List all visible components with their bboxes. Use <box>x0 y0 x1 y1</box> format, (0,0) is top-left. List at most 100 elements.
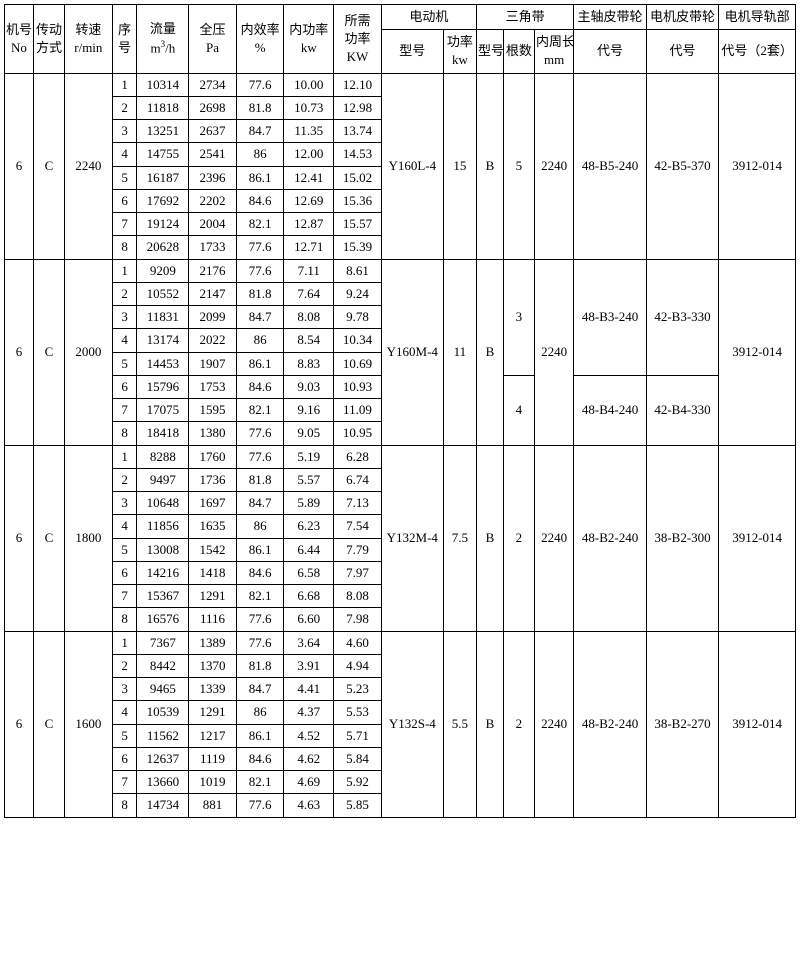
cell: 9465 <box>137 678 189 701</box>
cell: 8.61 <box>334 259 382 282</box>
cell: 15.57 <box>334 213 382 236</box>
cell: 2637 <box>189 120 237 143</box>
cell: 11 <box>443 259 476 445</box>
cell: 9.78 <box>334 306 382 329</box>
cell: 1119 <box>189 747 237 770</box>
cell: 48-B2-240 <box>574 445 646 631</box>
cell: 2 <box>112 282 137 305</box>
table-row: 6C2240110314273477.610.0012.10Y160L-415B… <box>5 73 796 96</box>
cell: 6.23 <box>284 515 334 538</box>
cell: 10648 <box>137 492 189 515</box>
cell: C <box>33 259 64 445</box>
cell: 12.00 <box>284 143 334 166</box>
cell: 15.02 <box>334 166 382 189</box>
cell: 13251 <box>137 120 189 143</box>
cell: 15.36 <box>334 189 382 212</box>
cell: 10539 <box>137 701 189 724</box>
cell: 84.7 <box>236 678 284 701</box>
cell: B <box>477 445 504 631</box>
cell: 84.7 <box>236 306 284 329</box>
cell: 7.97 <box>334 561 382 584</box>
cell: 12.98 <box>334 96 382 119</box>
cell: 16576 <box>137 608 189 631</box>
cell: 8.08 <box>284 306 334 329</box>
cell: 81.8 <box>236 654 284 677</box>
cell: 6.74 <box>334 468 382 491</box>
cell: 12.69 <box>284 189 334 212</box>
cell: 12.10 <box>334 73 382 96</box>
cell: 4.62 <box>284 747 334 770</box>
cell: 15 <box>443 73 476 259</box>
cell: 2 <box>503 631 534 817</box>
cell: 14216 <box>137 561 189 584</box>
cell: 86 <box>236 701 284 724</box>
cell: B <box>477 259 504 445</box>
cell: 10.93 <box>334 375 382 398</box>
cell: 5.53 <box>334 701 382 724</box>
cell: 8 <box>112 236 137 259</box>
cell: 15367 <box>137 585 189 608</box>
cell: 4 <box>112 701 137 724</box>
cell: 48-B4-240 <box>574 375 646 445</box>
cell: 12.71 <box>284 236 334 259</box>
cell: 77.6 <box>236 259 284 282</box>
cell: 5.71 <box>334 724 382 747</box>
cell: 3912-014 <box>719 259 796 445</box>
cell: B <box>477 631 504 817</box>
cell: 1291 <box>189 701 237 724</box>
cell: 6.28 <box>334 445 382 468</box>
cell: 9.05 <box>284 422 334 445</box>
cell: 2240 <box>534 73 573 259</box>
cell: 7 <box>112 213 137 236</box>
cell: 84.6 <box>236 375 284 398</box>
cell: 5 <box>112 352 137 375</box>
cell: 2147 <box>189 282 237 305</box>
cell: 84.6 <box>236 561 284 584</box>
cell: 5 <box>112 538 137 561</box>
cell: 14755 <box>137 143 189 166</box>
cell: 86.1 <box>236 724 284 747</box>
cell: 84.7 <box>236 492 284 515</box>
cell: 1733 <box>189 236 237 259</box>
fan-spec-table: 机号No传动方式转速r/min序号流量m3/h全压Pa内效率%内功率kw所需功率… <box>4 4 796 818</box>
cell: 2202 <box>189 189 237 212</box>
cell: 4.37 <box>284 701 334 724</box>
cell: 86.1 <box>236 166 284 189</box>
cell: 3912-014 <box>719 445 796 631</box>
cell: 3 <box>112 306 137 329</box>
cell: 6 <box>5 631 34 817</box>
cell: 18418 <box>137 422 189 445</box>
cell: 1 <box>112 73 137 96</box>
table-row: 6C200019209217677.67.118.61Y160M-411B322… <box>5 259 796 282</box>
cell: 3 <box>112 678 137 701</box>
cell: 86 <box>236 329 284 352</box>
cell: 3.91 <box>284 654 334 677</box>
cell: 5 <box>503 73 534 259</box>
cell: Y132M-4 <box>381 445 443 631</box>
cell: 13.74 <box>334 120 382 143</box>
cell: 5 <box>112 166 137 189</box>
cell: 82.1 <box>236 213 284 236</box>
cell: 8288 <box>137 445 189 468</box>
cell: 2240 <box>534 259 573 445</box>
cell: 6 <box>5 259 34 445</box>
cell: 6 <box>5 445 34 631</box>
cell: 1600 <box>65 631 113 817</box>
cell: 86 <box>236 143 284 166</box>
cell: 81.8 <box>236 282 284 305</box>
cell: 4.63 <box>284 794 334 817</box>
cell: 1380 <box>189 422 237 445</box>
cell: 2 <box>112 96 137 119</box>
cell: 4.60 <box>334 631 382 654</box>
cell: 6 <box>112 561 137 584</box>
cell: 7367 <box>137 631 189 654</box>
cell: 82.1 <box>236 585 284 608</box>
cell: 7.5 <box>443 445 476 631</box>
cell: 84.6 <box>236 747 284 770</box>
cell: 3 <box>503 259 534 375</box>
cell: 5.23 <box>334 678 382 701</box>
cell: 8.08 <box>334 585 382 608</box>
cell: 6 <box>112 747 137 770</box>
cell: 2022 <box>189 329 237 352</box>
cell: 1389 <box>189 631 237 654</box>
